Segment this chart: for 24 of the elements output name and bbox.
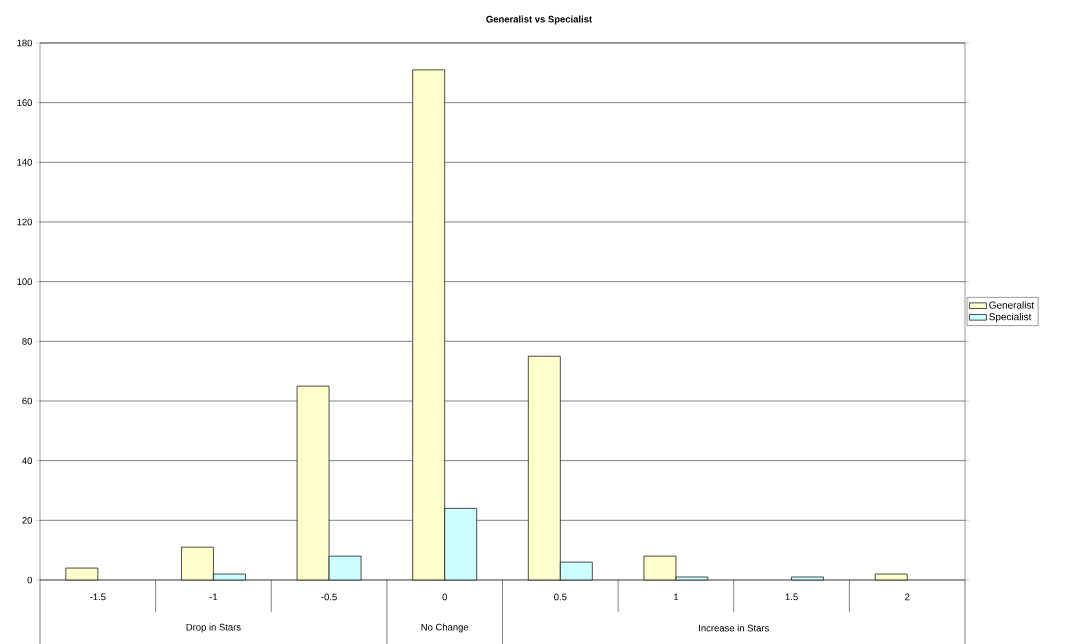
x-tick-label: 0.5 [554, 593, 567, 601]
y-tick-label: 20 [22, 516, 33, 524]
x-tick-label: 2 [905, 593, 910, 601]
y-tick-label: 160 [17, 99, 33, 106]
y-tick-label: 120 [17, 218, 33, 226]
legend-label: Specialist [989, 312, 1032, 323]
y-tick-label: 140 [17, 158, 33, 166]
text: Drop in Stars [186, 623, 241, 633]
x-tick-label: 1 [674, 593, 679, 600]
y-tick-label: 100 [17, 278, 33, 285]
x-tick-label: 1.5 [785, 593, 798, 601]
y-tick-label: 180 [17, 39, 33, 47]
x-tick-label: 0 [442, 593, 447, 601]
text: Increase in Stars [699, 624, 769, 632]
y-tick-label: 80 [22, 337, 33, 345]
y-tick-label: 40 [22, 457, 33, 464]
y-tick-label: 60 [22, 397, 33, 405]
x-tick-label: -1.5 [90, 593, 106, 601]
legend-label: Generalist [989, 301, 1035, 309]
text: No Change [421, 623, 469, 633]
x-tick-label: -0.5 [321, 593, 337, 601]
x-tick-label: -1 [209, 593, 218, 600]
y-tick-label: 0 [27, 576, 33, 584]
chart-title: Generalist vs Specialist [486, 15, 593, 25]
